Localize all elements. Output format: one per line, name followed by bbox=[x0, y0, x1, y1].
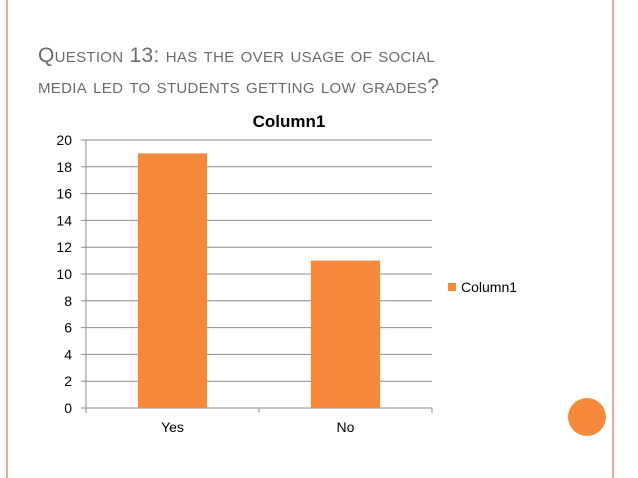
legend-swatch bbox=[448, 283, 456, 291]
y-tick-label-8: 8 bbox=[64, 293, 72, 309]
y-tick-label-0: 0 bbox=[64, 400, 72, 416]
y-tick-label-16: 16 bbox=[56, 186, 72, 202]
frame-line-left bbox=[6, 0, 8, 478]
slide-title-line-1: Question 13: has the over usage of socia… bbox=[38, 44, 436, 67]
y-tick-label-12: 12 bbox=[56, 239, 72, 255]
slide-title: Question 13: has the over usage of socia… bbox=[38, 40, 558, 102]
slide-title-line-2: media led to students getting low grades… bbox=[38, 75, 440, 98]
accent-circle bbox=[568, 398, 606, 436]
y-tick-label-14: 14 bbox=[56, 212, 72, 228]
y-tick-label-2: 2 bbox=[64, 373, 72, 389]
y-tick-label-20: 20 bbox=[56, 132, 72, 148]
y-tick-label-10: 10 bbox=[56, 266, 72, 282]
x-tick-label-yes: Yes bbox=[161, 419, 184, 435]
x-tick-label-no: No bbox=[337, 419, 355, 435]
tick-labels: 0 2 4 6 8 10 12 14 16 18 20 Yes No bbox=[56, 132, 354, 435]
bar-yes bbox=[137, 153, 208, 408]
bar-no bbox=[310, 260, 381, 408]
frame-line-right bbox=[612, 0, 614, 478]
chart-title: Column1 bbox=[253, 112, 326, 131]
y-tick-label-6: 6 bbox=[64, 320, 72, 336]
legend-label: Column1 bbox=[461, 279, 518, 295]
y-tick-label-4: 4 bbox=[64, 346, 72, 362]
bars bbox=[137, 153, 381, 408]
y-tick-label-18: 18 bbox=[56, 159, 72, 175]
legend: Column1 bbox=[448, 279, 517, 295]
